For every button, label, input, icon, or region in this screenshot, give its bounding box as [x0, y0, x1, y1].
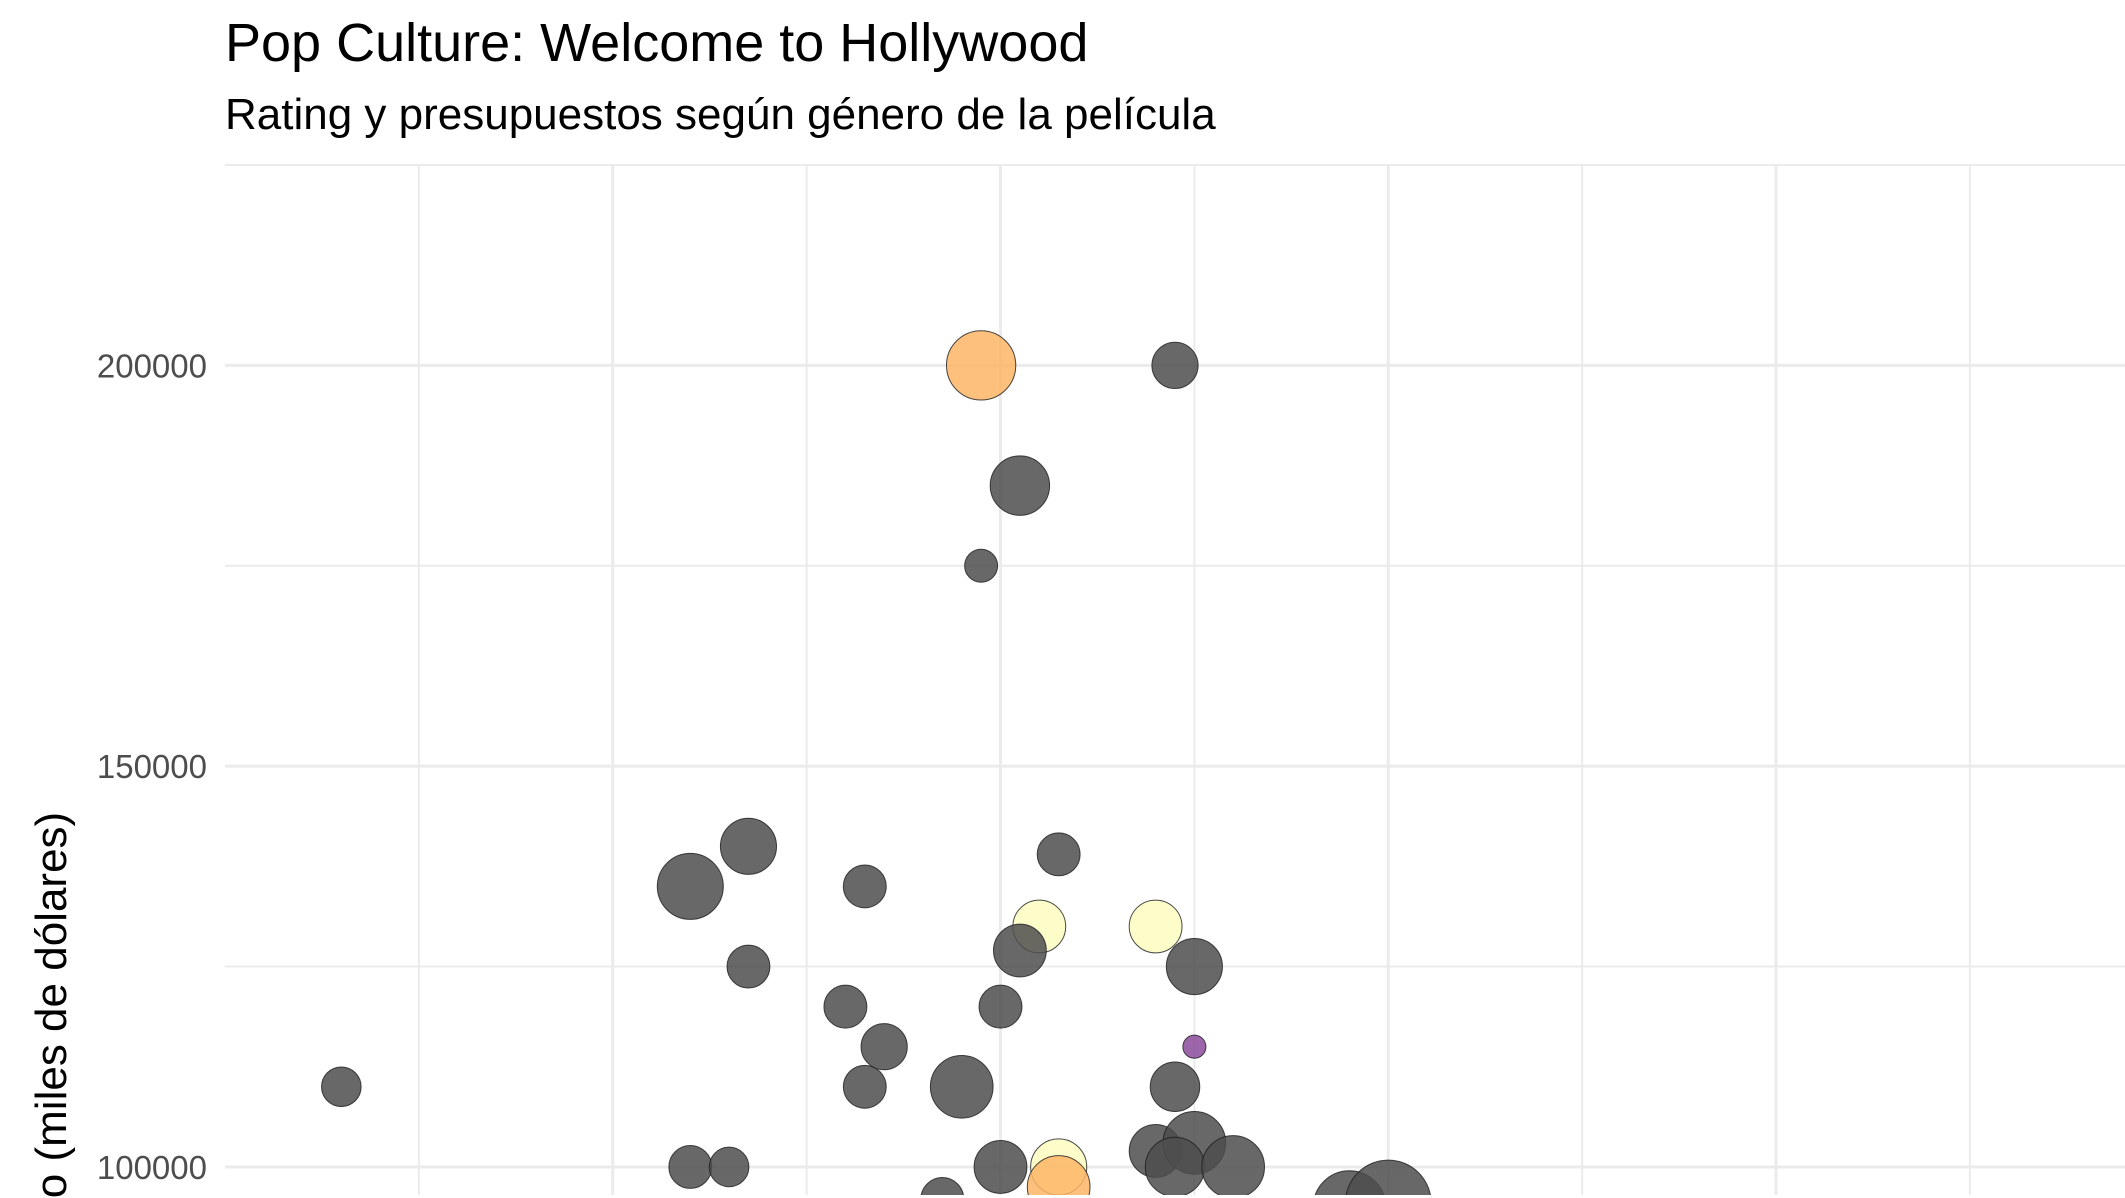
data-point	[321, 1066, 362, 1108]
data-point	[823, 984, 868, 1029]
data-point	[992, 923, 1047, 978]
chart-title: Pop Culture: Welcome to Hollywood	[225, 13, 1089, 73]
data-point	[1036, 832, 1081, 877]
data-point	[668, 1144, 713, 1189]
data-point	[978, 984, 1023, 1029]
data-point	[1345, 1159, 1431, 1195]
data-point	[1165, 938, 1223, 996]
data-point	[1128, 899, 1183, 954]
data-point	[719, 817, 778, 875]
data-point	[1149, 1061, 1201, 1113]
data-point	[945, 330, 1017, 401]
y-tick-label: 200000	[97, 347, 207, 384]
data-point	[989, 455, 1051, 516]
data-point	[708, 1146, 750, 1188]
y-tick-labels: 100000 150000 200000	[97, 347, 207, 1186]
chart-subtitle: Rating y presupuestos según género de la…	[225, 90, 1216, 139]
data-point	[1144, 1136, 1206, 1195]
data-point	[860, 1023, 908, 1071]
data-point	[920, 1177, 964, 1195]
data-point	[656, 852, 724, 920]
data-point	[842, 864, 887, 909]
y-tick-label: 150000	[97, 748, 207, 785]
grid-lines	[225, 164, 2125, 1195]
data-point	[929, 1054, 994, 1119]
data-point	[726, 944, 771, 989]
data-point	[842, 1064, 887, 1109]
data-points	[321, 330, 1431, 1195]
data-point	[1182, 1034, 1207, 1059]
data-point	[1026, 1155, 1091, 1195]
data-point	[1201, 1135, 1266, 1195]
data-point	[973, 1140, 1028, 1194]
data-point	[1151, 341, 1199, 389]
y-tick-label: 100000	[97, 1149, 207, 1186]
data-point	[964, 548, 999, 583]
